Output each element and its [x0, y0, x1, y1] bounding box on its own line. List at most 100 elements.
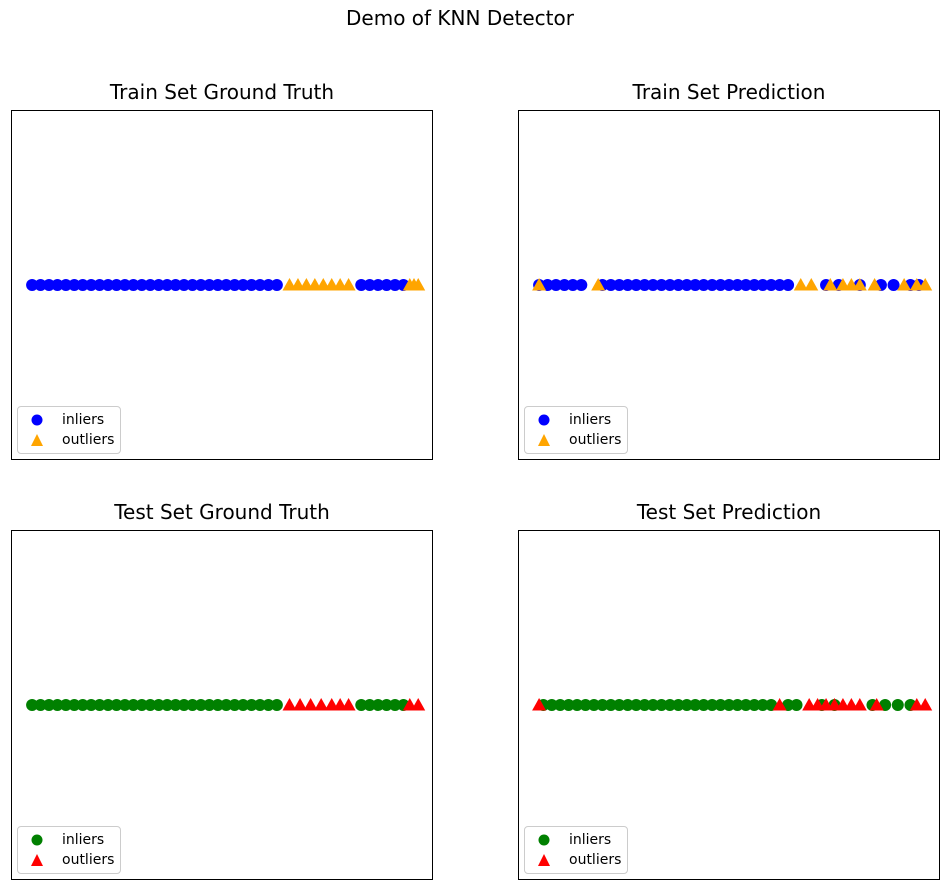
- inlier-point: [245, 699, 258, 711]
- inlier-point: [587, 699, 600, 711]
- inlier-point: [262, 279, 275, 291]
- inlier-point: [51, 279, 64, 291]
- inlier-point: [748, 279, 761, 291]
- inlier-point: [549, 279, 562, 291]
- inlier-point: [270, 279, 283, 291]
- inlier-point: [714, 279, 727, 291]
- series-inliers: [26, 699, 410, 711]
- inlier-point: [739, 279, 752, 291]
- inlier-point: [372, 699, 385, 711]
- series-inliers: [537, 699, 917, 711]
- outlier-point: [869, 698, 884, 711]
- inlier-point: [621, 279, 634, 291]
- inlier-point: [604, 279, 617, 291]
- inlier-point: [211, 699, 224, 711]
- outlier-point: [411, 278, 426, 291]
- scatter-plot: [518, 530, 940, 880]
- subplot-title: Test Set Ground Truth: [114, 500, 330, 524]
- inlier-point: [135, 699, 148, 711]
- legend-label-inliers: inliers: [569, 832, 612, 848]
- inlier-point: [161, 699, 174, 711]
- inlier-point: [42, 699, 55, 711]
- inlier-point: [169, 699, 182, 711]
- inlier-point: [389, 699, 402, 711]
- inlier-point: [68, 279, 81, 291]
- legend-label-inliers: inliers: [569, 412, 612, 428]
- inlier-point: [245, 279, 258, 291]
- inlier-point: [178, 279, 191, 291]
- inlier-point: [748, 699, 761, 711]
- outlier-point: [852, 698, 867, 711]
- inlier-point: [85, 279, 98, 291]
- inlier-point: [638, 699, 651, 711]
- outlier-point: [341, 698, 356, 711]
- outlier-point: [282, 698, 297, 711]
- inlier-point: [655, 279, 668, 291]
- inlier-point: [554, 699, 567, 711]
- outlier-point: [341, 278, 356, 291]
- inlier-point: [169, 279, 182, 291]
- inlier-point: [228, 699, 241, 711]
- legend-marker-outliers: [31, 854, 43, 866]
- inlier-point: [135, 279, 148, 291]
- inlier-point: [110, 699, 123, 711]
- series-outliers: [282, 698, 426, 711]
- legend-entry-inliers: inliers: [533, 830, 621, 850]
- inlier-point: [706, 699, 719, 711]
- inlier-point: [203, 699, 216, 711]
- inlier-point: [372, 279, 385, 291]
- inlier-point: [782, 279, 795, 291]
- outlier-point: [772, 698, 787, 711]
- legend: inliers outliers: [524, 406, 629, 454]
- inlier-point: [887, 279, 900, 291]
- inlier-point: [194, 699, 207, 711]
- inlier-point: [85, 699, 98, 711]
- legend-label-outliers: outliers: [569, 852, 622, 868]
- legend-label-inliers: inliers: [62, 412, 105, 428]
- legend-label-outliers: outliers: [62, 852, 115, 868]
- inlier-point: [59, 699, 72, 711]
- outlier-point: [314, 698, 329, 711]
- subplot-train-prediction: Train Set Prediction inliers outliers: [518, 80, 940, 460]
- inlier-point: [604, 699, 617, 711]
- legend: inliers outliers: [524, 826, 629, 874]
- inlier-point: [262, 699, 275, 711]
- inlier-point: [756, 699, 769, 711]
- inlier-point: [689, 699, 702, 711]
- inlier-point: [34, 279, 47, 291]
- inlier-point: [26, 279, 39, 291]
- inlier-point: [739, 699, 752, 711]
- inlier-point: [571, 699, 584, 711]
- inlier-point: [51, 699, 64, 711]
- legend-marker-outliers: [538, 434, 550, 446]
- legend-entry-outliers: outliers: [533, 430, 621, 450]
- inlier-point: [186, 699, 199, 711]
- inlier-point: [127, 699, 140, 711]
- inlier-point: [790, 699, 803, 711]
- inlier-point: [663, 699, 676, 711]
- outlier-point: [293, 698, 308, 711]
- subplot-title: Train Set Prediction: [632, 80, 826, 104]
- inlier-point: [756, 279, 769, 291]
- scatter-plot: [518, 110, 940, 460]
- subplot-title: Train Set Ground Truth: [109, 80, 335, 104]
- inlier-point: [118, 699, 131, 711]
- outlier-point: [823, 278, 838, 291]
- axes-frame: [11, 110, 433, 460]
- inlier-point: [253, 279, 266, 291]
- inlier-point: [203, 279, 216, 291]
- inlier-point: [194, 279, 207, 291]
- inlier-point: [380, 699, 393, 711]
- inlier-point: [270, 699, 283, 711]
- inlier-point: [680, 279, 693, 291]
- inlier-point: [579, 699, 592, 711]
- legend-entry-outliers: outliers: [533, 850, 621, 870]
- inlier-point: [731, 279, 744, 291]
- subplot-test-prediction: Test Set Prediction inliers outliers: [518, 500, 940, 880]
- scatter-plot: [11, 110, 433, 460]
- inlier-point: [220, 699, 233, 711]
- inlier-point: [68, 699, 81, 711]
- inlier-point: [161, 279, 174, 291]
- inlier-point: [773, 279, 786, 291]
- inlier-point: [253, 699, 266, 711]
